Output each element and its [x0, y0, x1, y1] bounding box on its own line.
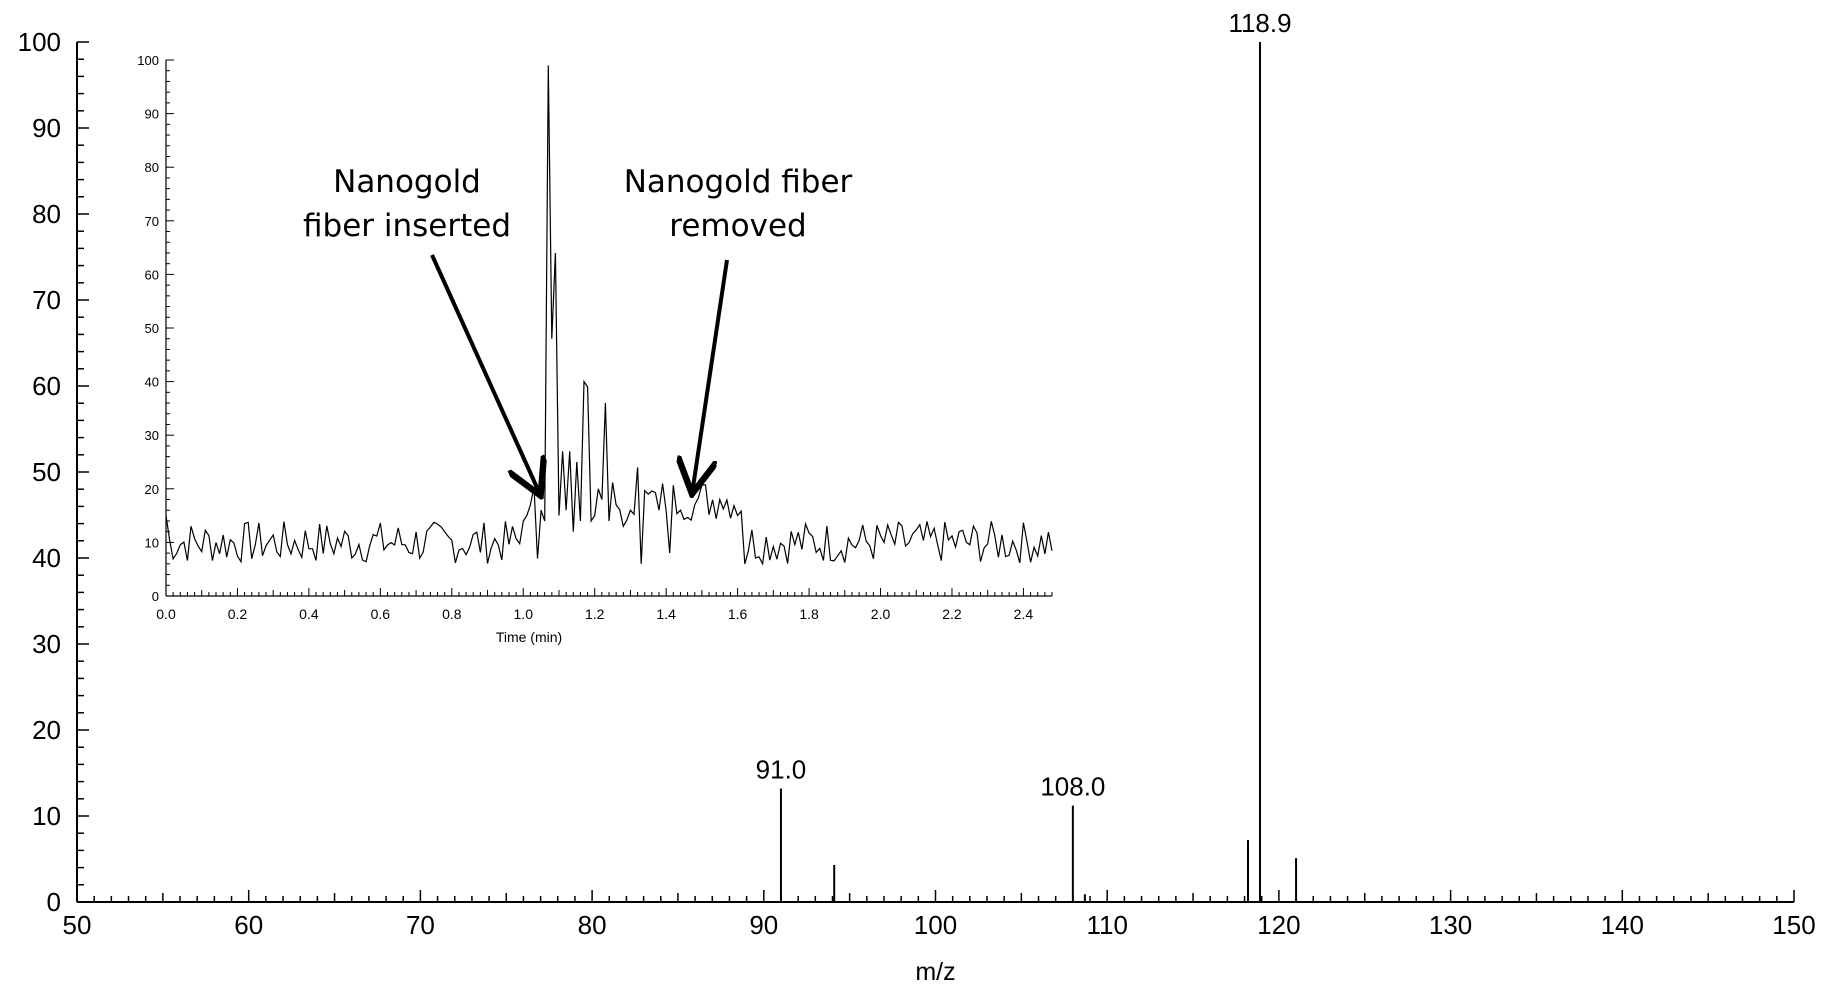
- main-y-tick-label: 100: [18, 27, 61, 57]
- main-y-tick-label: 90: [32, 113, 61, 143]
- peak-label: 108.0: [1040, 772, 1105, 802]
- inset-x-tick-label: 0.6: [371, 606, 391, 622]
- main-y-tick-label: 80: [32, 199, 61, 229]
- inset-y-tick-label: 80: [145, 160, 159, 175]
- inset-x-tick-label: 2.0: [871, 606, 891, 622]
- peak-label: 91.0: [756, 754, 807, 784]
- inset-y-tick-label: 0: [152, 589, 159, 604]
- main-y-tick-label: 70: [32, 285, 61, 315]
- main-y-tick-label: 20: [32, 715, 61, 745]
- main-x-tick-label: 150: [1772, 910, 1815, 940]
- peak-label: 118.9: [1228, 8, 1291, 38]
- main-y-tick-label: 60: [32, 371, 61, 401]
- inset-chart: 0.0 0.2 0.4 0.6 0.8 1.0 1.2 1.4 1.6 1.8 2.0 2.2 2.4 0…: [137, 53, 1053, 645]
- inset-y-tick-label: 40: [145, 375, 159, 390]
- inset-x-tick-label: 1.2: [585, 606, 605, 622]
- inset-x-tick-label: 2.4: [1014, 606, 1034, 622]
- main-x-tick-label: 100: [914, 910, 957, 940]
- main-x-tick-label: 90: [749, 910, 778, 940]
- main-x-tick-label: 50: [63, 910, 92, 940]
- main-x-tick-label: 120: [1257, 910, 1300, 940]
- inset-annotations: Nanogold fiber inserted Nanogold fiber remo…: [303, 164, 853, 492]
- main-x-tick-label: 110: [1086, 910, 1127, 940]
- main-y-tick-label: 0: [47, 887, 61, 917]
- main-x-tick-label: 70: [406, 910, 435, 940]
- main-x-tick-label: 140: [1601, 910, 1644, 940]
- inset-x-axis-label: Time (min): [496, 629, 562, 645]
- annotation-arrow: [430, 254, 539, 492]
- inset-x-tick-label: 0.4: [299, 606, 319, 622]
- inset-axes: 0.0 0.2 0.4 0.6 0.8 1.0 1.2 1.4 1.6 1.8 2.0 2.2 2.4 0…: [137, 53, 1053, 622]
- inset-x-tick-label: 1.4: [656, 606, 676, 622]
- inset-y-tick-label: 10: [145, 535, 159, 550]
- main-axes: 50 60 70 80 90 100 110 120 130 140 150010203040506…: [18, 27, 1816, 940]
- inset-x-tick-label: 1.8: [799, 606, 819, 622]
- inset-y-tick-label: 100: [137, 53, 159, 68]
- inset-y-tick-label: 60: [145, 267, 159, 282]
- main-y-tick-label: 50: [32, 457, 61, 487]
- main-x-tick-label: 60: [234, 910, 263, 940]
- annotation-arrow: [693, 259, 729, 490]
- inset-y-tick-label: 30: [145, 428, 159, 443]
- main-y-tick-label: 30: [32, 629, 61, 659]
- annotation-text: Nanogold: [333, 164, 481, 200]
- inset-series-line: [165, 65, 1053, 566]
- inset-x-tick-label: 0.2: [228, 606, 248, 622]
- inset-x-tick-label: 2.2: [942, 606, 962, 622]
- annotation-text: Nanogold fiber: [624, 164, 853, 200]
- inset-x-tick-label: 0.0: [156, 606, 176, 622]
- inset-x-tick-label: 1.0: [514, 606, 534, 622]
- annotation-text: fiber inserted: [303, 208, 511, 244]
- annotation-text: removed: [669, 208, 806, 244]
- inset-x-tick-label: 0.8: [442, 606, 462, 622]
- main-y-tick-label: 10: [32, 801, 61, 831]
- inset-x-tick-label: 1.6: [728, 606, 748, 622]
- main-x-axis-label: m/z: [915, 958, 955, 986]
- main-peaks: 91.0 108.0 118.9: [756, 8, 1298, 902]
- inset-y-tick-label: 50: [145, 321, 159, 336]
- main-x-tick-label: 130: [1429, 910, 1472, 940]
- inset-y-tick-label: 70: [145, 214, 159, 229]
- inset-y-tick-label: 20: [145, 482, 159, 497]
- main-x-tick-label: 80: [578, 910, 607, 940]
- main-y-tick-label: 40: [32, 543, 61, 573]
- inset-y-tick-label: 90: [145, 107, 159, 122]
